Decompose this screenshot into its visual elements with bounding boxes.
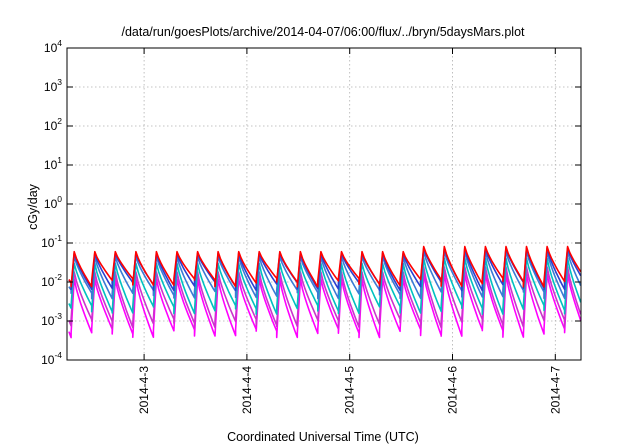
series-line <box>68 273 582 339</box>
plot-lines <box>68 245 582 339</box>
x-tick-label: 2014-4-6 <box>446 366 460 414</box>
series-line <box>68 257 582 315</box>
x-tick-label: 2014-4-5 <box>343 366 357 414</box>
axes: 10-4 10-3 10-2 10-1 100 101 102 103 104 2014-4-3 2… <box>41 38 581 414</box>
x-tick-label: 2014-4-3 <box>137 366 151 414</box>
y-tick-label: 10-1 <box>41 233 62 250</box>
series-line <box>68 247 582 292</box>
x-axis-label: Coordinated Universal Time (UTC) <box>227 430 419 444</box>
y-tick-label: 104 <box>44 38 62 55</box>
series-line <box>68 245 582 288</box>
y-tick-label: 10-4 <box>41 350 62 367</box>
chart-title: /data/run/goesPlots/archive/2014-04-07/0… <box>121 25 525 39</box>
y-tick-label: 103 <box>44 77 62 94</box>
series-line <box>68 250 582 300</box>
y-tick-label: 102 <box>44 116 62 133</box>
series-line <box>68 266 582 329</box>
x-tick-label: 2014-4-7 <box>548 366 562 414</box>
y-tick-label: 10-2 <box>41 272 62 289</box>
y-axis-label: cGy/day <box>26 183 40 230</box>
y-tick-label: 10-3 <box>41 311 62 328</box>
y-tick-label: 101 <box>44 155 62 172</box>
y-tick-label: 100 <box>44 194 62 211</box>
x-tick-label: 2014-4-4 <box>240 366 254 414</box>
